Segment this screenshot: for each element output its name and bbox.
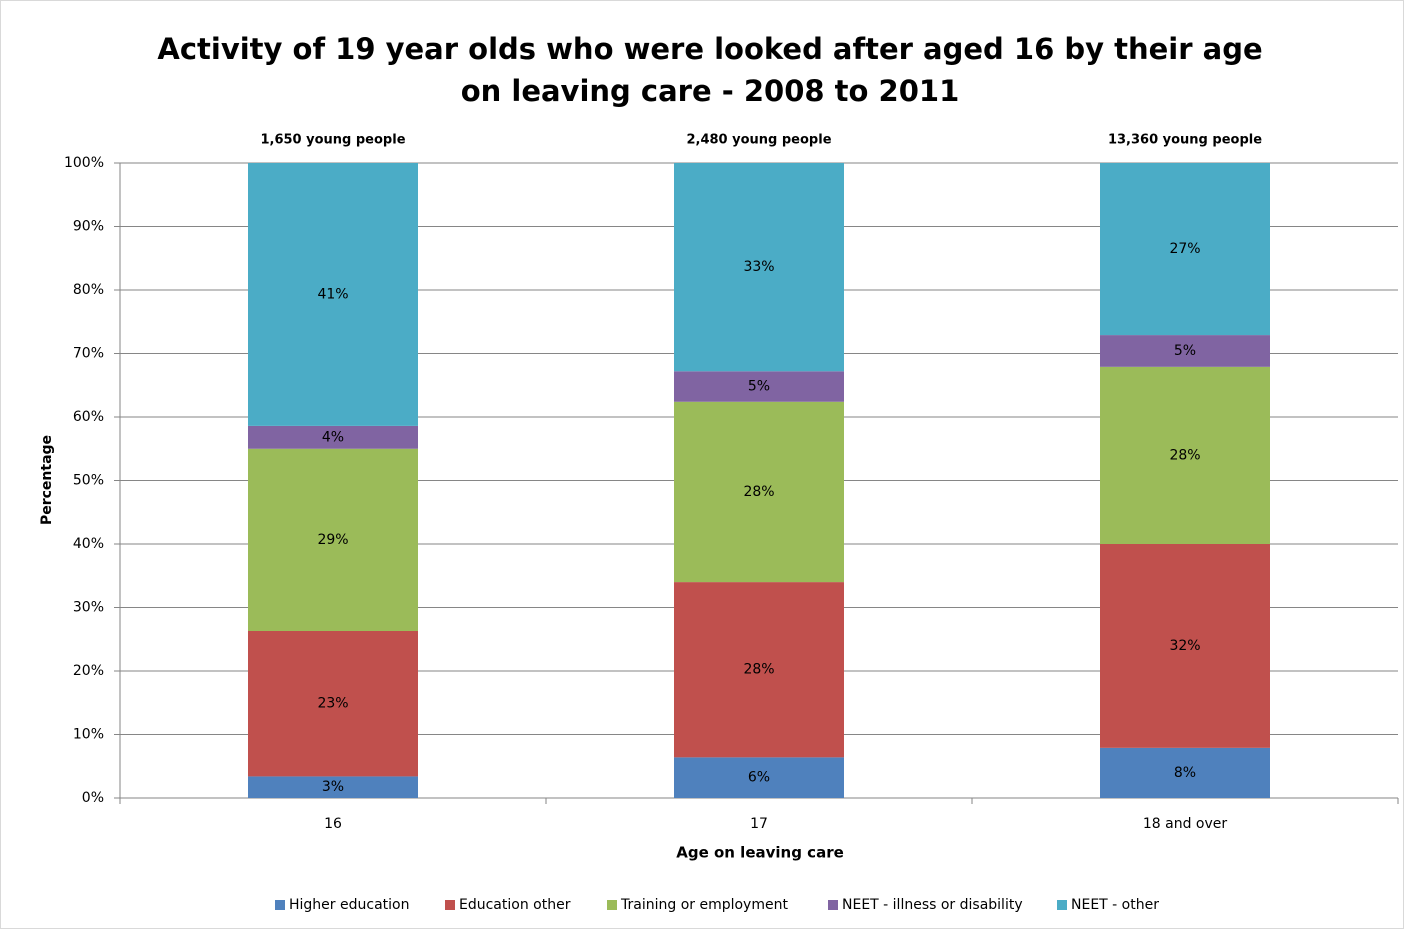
- x-tick-label: 18 and over: [1143, 816, 1228, 832]
- bar-segment: [1100, 747, 1270, 798]
- y-tick-label: 40%: [73, 536, 104, 552]
- bar-segment: [1100, 335, 1270, 367]
- data-label: 3%: [322, 779, 344, 795]
- bar-segment: [674, 401, 844, 583]
- y-axis-label: Percentage: [39, 435, 55, 525]
- legend-swatch: [828, 900, 838, 910]
- bar-segment: [674, 163, 844, 372]
- y-tick-label: 90%: [73, 219, 104, 235]
- legend-swatch: [445, 900, 455, 910]
- y-tick-label: 10%: [73, 727, 104, 743]
- chart-title: Activity of 19 year olds who were looked…: [157, 32, 1263, 108]
- bar-segment: [674, 371, 844, 402]
- bar-segment: [248, 163, 418, 426]
- legend-label: Education other: [459, 897, 571, 913]
- y-tick-label: 100%: [64, 155, 104, 171]
- legend-label: NEET - other: [1071, 897, 1159, 913]
- bar-annotation: 2,480 young people: [686, 133, 831, 148]
- bar-segment: [248, 776, 418, 798]
- data-label: 4%: [322, 429, 344, 445]
- data-label: 5%: [1174, 343, 1196, 359]
- bar-segment: [674, 757, 844, 798]
- y-tick-label: 50%: [73, 473, 104, 489]
- legend-swatch: [1057, 900, 1067, 910]
- data-label: 33%: [743, 259, 774, 275]
- data-label: 32%: [1169, 638, 1200, 654]
- legend-label: Training or employment: [620, 897, 788, 913]
- legend-swatch: [275, 900, 285, 910]
- bar-annotation: 1,650 young people: [260, 133, 405, 148]
- data-label: 6%: [748, 770, 770, 786]
- y-tick-label: 80%: [73, 282, 104, 298]
- bar-segment: [248, 448, 418, 631]
- bar-segment: [674, 582, 844, 758]
- y-tick-label: 30%: [73, 600, 104, 616]
- y-tick-label: 20%: [73, 663, 104, 679]
- data-label: 28%: [743, 484, 774, 500]
- bar-segment: [1100, 366, 1270, 544]
- bar-segment: [1100, 544, 1270, 748]
- data-label: 28%: [1169, 447, 1200, 463]
- legend-label: NEET - illness or disability: [842, 897, 1023, 913]
- data-label: 28%: [743, 662, 774, 678]
- y-tick-label: 60%: [73, 409, 104, 425]
- data-label: 23%: [317, 696, 348, 712]
- legend-label: Higher education: [289, 897, 409, 913]
- data-label: 8%: [1174, 765, 1196, 781]
- data-label: 41%: [317, 286, 348, 302]
- y-tick-label: 0%: [82, 790, 104, 806]
- y-tick-label: 70%: [73, 346, 104, 362]
- data-label: 29%: [317, 532, 348, 548]
- bar-annotation: 13,360 young people: [1108, 133, 1262, 148]
- x-tick-label: 17: [750, 816, 768, 832]
- x-axis-label: Age on leaving care: [676, 844, 844, 862]
- data-label: 27%: [1169, 241, 1200, 257]
- x-tick-label: 16: [324, 816, 342, 832]
- data-label: 5%: [748, 379, 770, 395]
- bar-segment: [1100, 163, 1270, 336]
- bar-segment: [248, 630, 418, 777]
- legend-swatch: [607, 900, 617, 910]
- bar-segment: [248, 425, 418, 449]
